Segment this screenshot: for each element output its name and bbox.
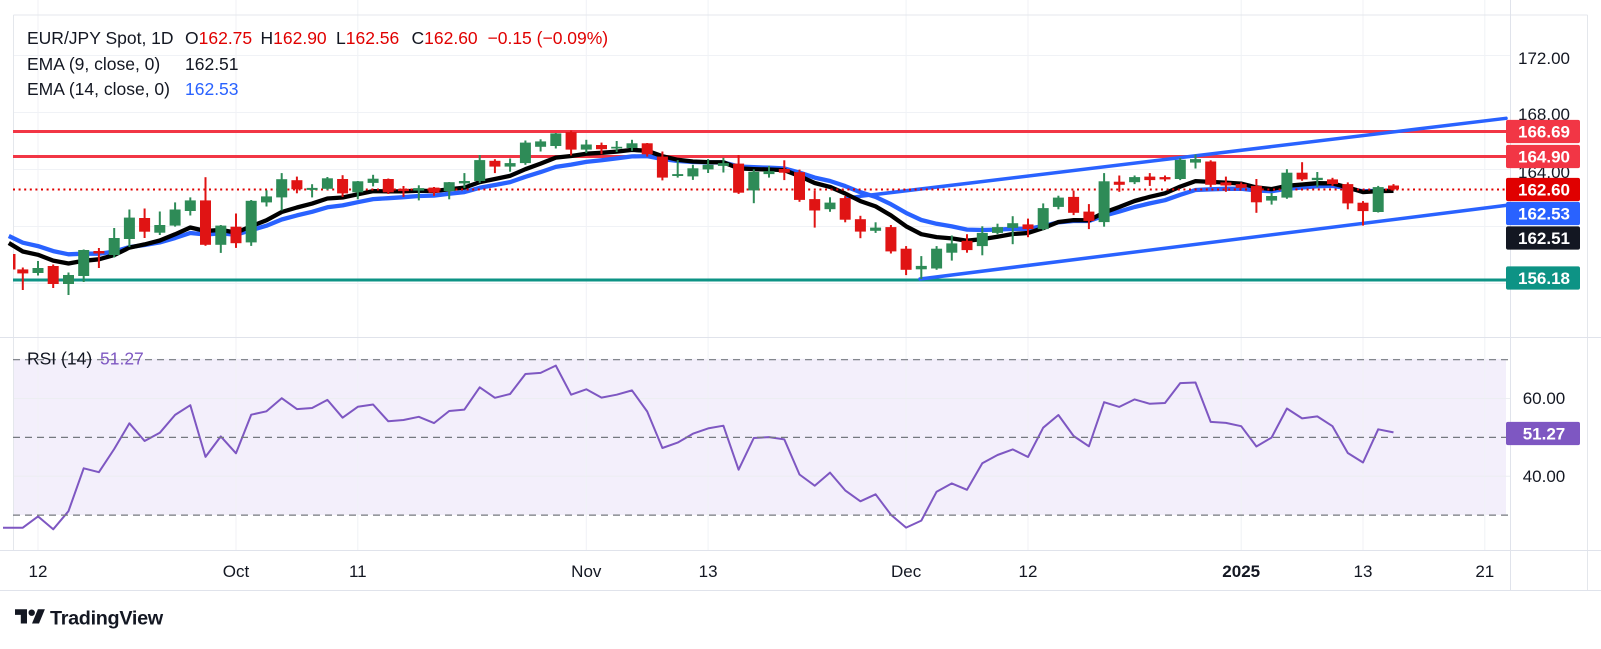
svg-text:Dec: Dec	[891, 562, 922, 581]
svg-text:−0.15 (−0.09%): −0.15 (−0.09%)	[488, 28, 609, 48]
svg-text:162.53: 162.53	[185, 79, 239, 99]
svg-text:40.00: 40.00	[1523, 467, 1566, 486]
svg-text:12: 12	[29, 562, 48, 581]
svg-text:21: 21	[1475, 562, 1494, 581]
svg-text:2025: 2025	[1222, 562, 1260, 581]
svg-text:12: 12	[1019, 562, 1038, 581]
svg-text:RSI (14): RSI (14)	[27, 349, 92, 369]
svg-text:162.51: 162.51	[185, 54, 239, 74]
svg-text:172.00: 172.00	[1518, 49, 1570, 68]
svg-text:13: 13	[1354, 562, 1373, 581]
svg-text:EUR/JPY Spot, 1D: EUR/JPY Spot, 1D	[27, 28, 174, 48]
svg-text:60.00: 60.00	[1523, 389, 1566, 408]
svg-text:TradingView: TradingView	[50, 608, 164, 630]
svg-text:162.60: 162.60	[1518, 181, 1570, 200]
svg-text:H162.90: H162.90	[261, 28, 327, 48]
svg-text:162.53: 162.53	[1518, 205, 1570, 224]
svg-text:EMA (9, close, 0): EMA (9, close, 0)	[27, 54, 160, 74]
svg-text:Oct: Oct	[223, 562, 250, 581]
svg-text:Nov: Nov	[571, 562, 602, 581]
svg-text:L162.56: L162.56	[336, 28, 399, 48]
svg-text:51.27: 51.27	[100, 349, 144, 369]
svg-text:164.90: 164.90	[1518, 148, 1570, 167]
svg-text:51.27: 51.27	[1523, 425, 1566, 444]
svg-text:11: 11	[349, 562, 367, 581]
svg-text:156.18: 156.18	[1518, 269, 1570, 288]
svg-text:C162.60: C162.60	[412, 28, 478, 48]
svg-text:162.51: 162.51	[1518, 229, 1570, 248]
svg-text:168.00: 168.00	[1518, 105, 1570, 124]
svg-text:13: 13	[699, 562, 718, 581]
svg-text:166.69: 166.69	[1518, 123, 1570, 142]
svg-text:O162.75: O162.75	[185, 28, 252, 48]
svg-text:EMA (14, close, 0): EMA (14, close, 0)	[27, 79, 170, 99]
